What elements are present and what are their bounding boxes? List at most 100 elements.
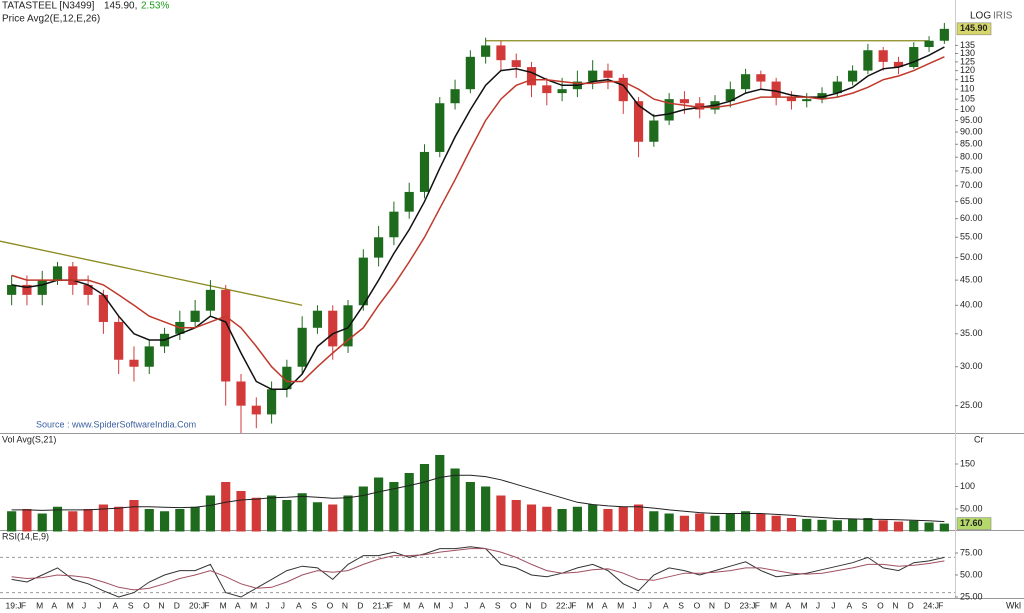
last-value-box (956, 22, 992, 36)
volume-bar (893, 521, 904, 532)
volume-bar (129, 500, 139, 532)
chart-title: TATASTEEL [N3499] (2, 1, 95, 12)
x-tick-label: A (663, 600, 669, 610)
volume-bar (297, 493, 307, 532)
last-value-label: 17.60 (960, 518, 983, 528)
candle-body (419, 151, 430, 192)
candle-body (771, 81, 781, 98)
x-tick-label: M (250, 600, 257, 610)
y-tick-label: 85.00 (960, 139, 983, 149)
candle-body (404, 191, 414, 212)
candle-body (924, 40, 934, 48)
volume-bar (725, 513, 735, 532)
volume-bar (588, 504, 598, 532)
y-tick-label: 70.00 (960, 180, 983, 190)
volume-bar (114, 506, 124, 532)
x-tick-label: D (541, 600, 547, 610)
y-tick-label: 135 (960, 40, 975, 50)
candle-body (343, 305, 353, 347)
volume-bar (328, 504, 338, 532)
candle-body (190, 310, 200, 322)
y-tick-label: 50.00 (960, 569, 983, 579)
x-tick-label: J (632, 600, 636, 610)
x-tick-label: O (143, 600, 150, 610)
volume-bar (144, 509, 154, 532)
x-tick-label: J (648, 600, 652, 610)
volume-bar (419, 464, 430, 532)
x-tick-label: A (113, 600, 119, 610)
volume-bar (710, 515, 720, 532)
volume-bar (878, 520, 888, 532)
source: Source : www.SpiderSoftwareIndia.Com (36, 419, 196, 429)
x-tick-label: A (235, 600, 241, 610)
volume-bar (756, 513, 766, 532)
volume-bar (832, 520, 842, 532)
candle-body (633, 101, 644, 142)
last-value-box (956, 517, 992, 530)
x-tick-label: J (281, 600, 285, 610)
volume-bar (266, 495, 277, 532)
volume-bar (572, 506, 582, 532)
volume-bar (465, 482, 475, 532)
indicator-line (11, 546, 945, 598)
candle-body (37, 280, 47, 295)
x-tick-label: D (724, 600, 730, 610)
y-tick-label: 35.00 (960, 328, 983, 338)
x-tick-label: M (617, 600, 624, 610)
x-tick-label: N (892, 600, 898, 610)
x-tick-label: F (204, 600, 209, 610)
candle-body (251, 405, 261, 415)
y-tick-label: 45.00 (960, 275, 983, 285)
x-tick-label: M (770, 600, 777, 610)
volume-bar (817, 519, 827, 532)
volume-bar (251, 497, 261, 532)
candle-body (756, 74, 766, 82)
volume-bar (649, 511, 659, 532)
volume-bar (68, 511, 78, 532)
candle-body (328, 310, 338, 347)
volume-bar (7, 511, 17, 532)
x-tick-label: F (755, 600, 760, 610)
x-tick-label: M (434, 600, 441, 610)
scale-label: LOG (970, 11, 991, 22)
x-tick-label: A (480, 600, 486, 610)
volume-bar (909, 520, 919, 532)
candle-body (649, 120, 659, 142)
x-tick-label: A (296, 600, 302, 610)
volume-bar (450, 468, 460, 532)
y-tick-label: 60.00 (960, 213, 983, 223)
candle-body (832, 81, 842, 94)
candle-body (557, 89, 567, 94)
candle-body (22, 284, 32, 295)
volume-bar (159, 511, 170, 532)
indicator-line (11, 474, 945, 523)
last-value-label: 145.90 (960, 23, 988, 33)
candle-body (618, 77, 628, 102)
volume-bar (924, 522, 934, 532)
candle-body (725, 89, 735, 102)
volume-title: Vol Avg(S,21) (2, 434, 56, 444)
candle-body (144, 346, 154, 367)
candle-body (496, 45, 506, 61)
indicator-line (11, 548, 945, 591)
volume-bar (848, 518, 858, 532)
candle-body (205, 289, 216, 311)
x-tick-label: A (846, 600, 852, 610)
candle-body (129, 359, 139, 367)
candle-body (802, 99, 812, 102)
x-tick-label: F (21, 600, 26, 610)
volume-bar (786, 518, 797, 532)
volume-bar (863, 518, 873, 532)
candle-body (863, 50, 873, 71)
candle-body (526, 67, 537, 86)
x-tick-label: 22:J (556, 600, 572, 610)
volume-bar (312, 502, 323, 532)
x-tick-label: S (862, 600, 868, 610)
indicator-line (11, 46, 945, 391)
x-tick-label: N (342, 600, 348, 610)
y-tick-label: 80.00 (960, 152, 983, 162)
volume-bar (404, 473, 414, 532)
candle-body (374, 237, 384, 258)
x-tick-label: S (678, 600, 684, 610)
volume-bar (618, 506, 628, 532)
